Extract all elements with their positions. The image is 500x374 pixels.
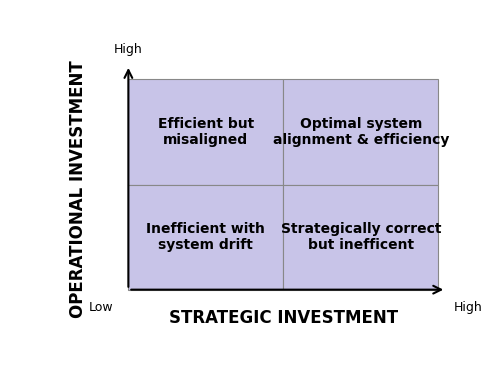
Bar — [128, 184, 284, 290]
Text: STRATEGIC INVESTMENT: STRATEGIC INVESTMENT — [169, 309, 398, 327]
Bar — [284, 184, 438, 290]
Bar — [128, 79, 284, 184]
Text: High: High — [454, 301, 482, 314]
Text: Low: Low — [88, 301, 113, 314]
Text: Efficient but
misaligned: Efficient but misaligned — [158, 117, 254, 147]
Text: OPERATIONAL INVESTMENT: OPERATIONAL INVESTMENT — [69, 60, 87, 318]
Text: Optimal system
alignment & efficiency: Optimal system alignment & efficiency — [272, 117, 449, 147]
Text: Inefficient with
system drift: Inefficient with system drift — [146, 222, 266, 252]
Text: Strategically correct
but inefficent: Strategically correct but inefficent — [280, 222, 441, 252]
Bar — [284, 79, 438, 184]
Text: High: High — [114, 43, 143, 56]
